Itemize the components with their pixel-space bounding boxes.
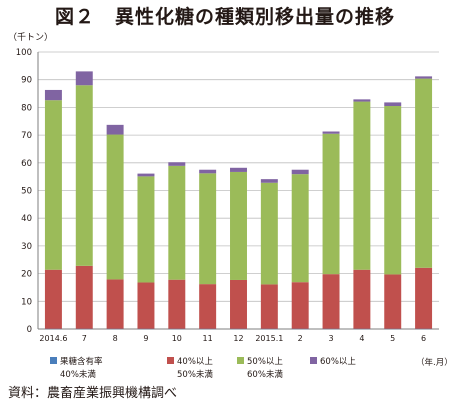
bar-segment-series-4 bbox=[199, 169, 217, 174]
legend-label-2a: 40%以上 bbox=[177, 357, 213, 367]
bar-segment-series-3 bbox=[199, 173, 217, 285]
x-tick-label: 2015.1 bbox=[255, 334, 283, 343]
y-tick-label: 90 bbox=[21, 76, 32, 86]
bar-segment-series-2 bbox=[44, 269, 62, 329]
legend-swatch-red bbox=[167, 357, 174, 364]
x-tick-label: 4 bbox=[359, 334, 364, 343]
bar-segment-series-4 bbox=[230, 167, 247, 172]
legend-item-series-4: 60%以上 bbox=[310, 356, 356, 369]
bar-segment-series-4 bbox=[260, 179, 278, 183]
bar-segment-series-4 bbox=[106, 124, 124, 135]
y-tick-label: 20 bbox=[21, 270, 32, 280]
bar-segment-series-3 bbox=[353, 101, 371, 270]
bar-segment-series-4 bbox=[353, 99, 371, 102]
bar-segment-series-2 bbox=[75, 265, 93, 329]
legend-label-4a: 60%以上 bbox=[320, 357, 356, 367]
x-tick-label: 9 bbox=[143, 334, 148, 343]
bar-segment-series-2 bbox=[199, 284, 217, 329]
bar-segment-series-3 bbox=[168, 165, 186, 280]
y-tick-label: 60 bbox=[21, 159, 32, 169]
x-tick-label: 3 bbox=[328, 334, 333, 343]
bar-segment-series-2 bbox=[291, 282, 309, 329]
y-tick-label: 50 bbox=[21, 187, 32, 197]
bar-segment-series-4 bbox=[137, 173, 155, 177]
y-tick-label: 80 bbox=[21, 103, 32, 113]
y-tick-label: 70 bbox=[21, 131, 32, 141]
x-axis-unit-label: （年.月） bbox=[416, 358, 450, 368]
legend-label-3b: 60%未満 bbox=[247, 370, 283, 380]
stacked-bar-chart: 0 10 20 30 40 50 60 70 80 90 100 2014.6 7 8 9 10 11 12 201… bbox=[16, 48, 439, 343]
x-tick-label: 2014.6 bbox=[39, 334, 67, 343]
legend-label-2b: 50%未満 bbox=[177, 370, 213, 380]
x-tick-label: 7 bbox=[82, 334, 87, 343]
source-note: 資料：農畜産業振興機構調べ bbox=[8, 386, 178, 401]
y-unit-label: （千トン） bbox=[8, 33, 54, 43]
legend-swatch-purple bbox=[310, 357, 317, 364]
bar-segment-series-2 bbox=[322, 274, 340, 329]
x-tick-label: 2 bbox=[298, 334, 303, 343]
x-tick-label: 6 bbox=[421, 334, 426, 343]
bar-segment-series-4 bbox=[415, 76, 433, 79]
legend-label-3a: 50%以上 bbox=[247, 357, 283, 367]
x-tick-label: 8 bbox=[113, 334, 118, 343]
bar-segment-series-2 bbox=[384, 274, 402, 329]
y-tick-label: 0 bbox=[27, 325, 32, 335]
legend-label-1b: 40%未満 bbox=[60, 370, 96, 380]
x-tick-label: 11 bbox=[203, 334, 213, 343]
y-tick-label: 40 bbox=[21, 214, 32, 224]
bar-segment-series-3 bbox=[137, 176, 155, 283]
bar-segment-series-2 bbox=[260, 284, 278, 329]
legend-swatch-blue bbox=[50, 357, 57, 364]
bar-segment-series-3 bbox=[75, 85, 93, 266]
y-tick-label: 10 bbox=[21, 297, 32, 307]
legend-swatch-green bbox=[237, 357, 244, 364]
x-tick-label: 12 bbox=[233, 334, 243, 343]
x-tick-label: 10 bbox=[172, 334, 182, 343]
bar-segment-series-3 bbox=[291, 174, 309, 283]
chart-title: 図２ 異性化糖の種類別移出量の推移 bbox=[54, 6, 395, 28]
legend-label-1a: 果糖含有率 bbox=[60, 357, 103, 367]
bar-segment-series-2 bbox=[137, 282, 155, 329]
bar-segment-series-4 bbox=[384, 102, 402, 107]
bar-segment-series-3 bbox=[230, 171, 247, 280]
bar-segment-series-2 bbox=[230, 279, 247, 329]
bar-segment-series-3 bbox=[106, 134, 124, 280]
y-tick-label: 30 bbox=[21, 242, 32, 252]
bar-segment-series-4 bbox=[322, 131, 340, 134]
bar-segment-series-2 bbox=[168, 279, 186, 329]
legend-item-series-1: 果糖含有率 40%未満 bbox=[50, 356, 103, 382]
bar-segment-series-4 bbox=[291, 169, 309, 175]
bar-segment-series-4 bbox=[75, 71, 93, 86]
bar-segment-series-4 bbox=[44, 89, 62, 101]
bar-segment-series-3 bbox=[415, 78, 433, 268]
bar-segment-series-3 bbox=[260, 182, 278, 285]
bar-segment-series-2 bbox=[415, 267, 433, 329]
legend-item-series-3: 50%以上 60%未満 bbox=[237, 356, 283, 382]
bar-segment-series-3 bbox=[322, 133, 340, 275]
x-tick-label: 5 bbox=[390, 334, 395, 343]
bar-segment-series-2 bbox=[106, 279, 124, 329]
y-tick-label: 100 bbox=[16, 48, 32, 58]
bar-segment-series-2 bbox=[353, 269, 371, 329]
bar-segment-series-4 bbox=[168, 162, 186, 166]
bar-segment-series-3 bbox=[384, 106, 402, 275]
legend-item-series-2: 40%以上 50%未満 bbox=[167, 356, 213, 382]
bar-segment-series-3 bbox=[44, 100, 62, 270]
